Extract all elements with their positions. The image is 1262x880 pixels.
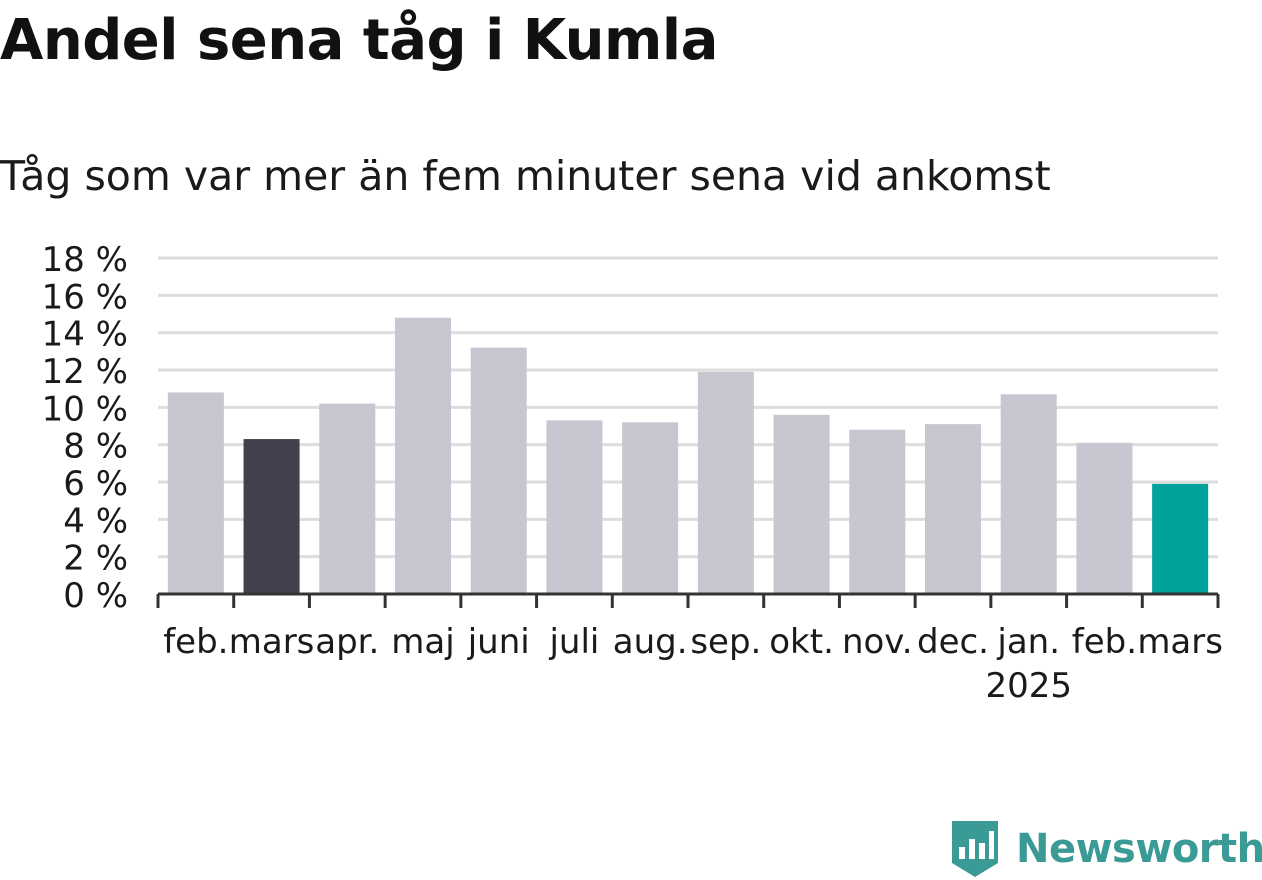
bar	[697, 371, 754, 594]
x-tick-label: feb.	[1072, 622, 1137, 662]
y-tick-label: 14 %	[42, 315, 128, 355]
x-tick-label: jan.	[996, 622, 1060, 662]
chart-subtitle: Tåg som var mer än fem minuter sena vid …	[0, 152, 1051, 200]
bar	[924, 424, 982, 594]
x-tick-label: juni	[467, 622, 530, 662]
bar	[1076, 442, 1133, 594]
bar	[470, 347, 527, 594]
bar	[243, 439, 300, 594]
x-tick-label: maj	[391, 622, 454, 662]
newsworthy-logo: Newsworthy	[950, 818, 1262, 880]
x-tick-label: juli	[548, 622, 599, 662]
x-tick-label: apr.	[315, 622, 379, 662]
bar	[167, 392, 224, 594]
x-year-label: 2025	[985, 666, 1072, 706]
y-tick-label: 2 %	[63, 539, 128, 579]
brand-name: Newsworthy	[1016, 826, 1262, 872]
x-tick-label: feb.	[163, 622, 228, 662]
y-tick-label: 12 %	[42, 352, 128, 392]
y-tick-label: 0 %	[63, 576, 128, 616]
x-axis-labels: feb. mars apr. maj juni juli aug. sep. okt. nov. d…	[163, 622, 1223, 706]
x-tick-label: mars	[1137, 622, 1223, 662]
y-tick-label: 8 %	[63, 427, 128, 467]
bar-chart-flag-icon	[952, 821, 998, 877]
bar	[1000, 394, 1057, 594]
x-tick-label: dec.	[917, 622, 989, 662]
bar	[849, 429, 906, 594]
x-tick-label: aug.	[613, 622, 688, 662]
x-tick-label: sep.	[690, 622, 761, 662]
y-tick-label: 4 %	[63, 501, 128, 541]
bar	[546, 420, 603, 594]
x-axis	[156, 592, 1220, 608]
x-tick-label: mars	[229, 622, 315, 662]
y-tick-label: 10 %	[42, 389, 128, 429]
y-tick-label: 18 %	[42, 240, 128, 280]
x-tick-label: nov.	[842, 622, 913, 662]
bar	[319, 403, 376, 594]
bars	[167, 317, 1209, 594]
bar	[773, 414, 830, 594]
y-axis-ticks: 0 %2 %4 %6 %8 %10 %12 %14 %16 %18 %	[42, 240, 128, 616]
bar	[622, 422, 679, 594]
chart-title: Andel sena tåg i Kumla	[0, 8, 718, 73]
bar	[1152, 483, 1209, 594]
x-tick-label: okt.	[769, 622, 834, 662]
y-tick-label: 6 %	[63, 464, 128, 504]
y-tick-label: 16 %	[42, 277, 128, 317]
grid-lines	[158, 256, 1218, 559]
bar	[394, 317, 452, 594]
